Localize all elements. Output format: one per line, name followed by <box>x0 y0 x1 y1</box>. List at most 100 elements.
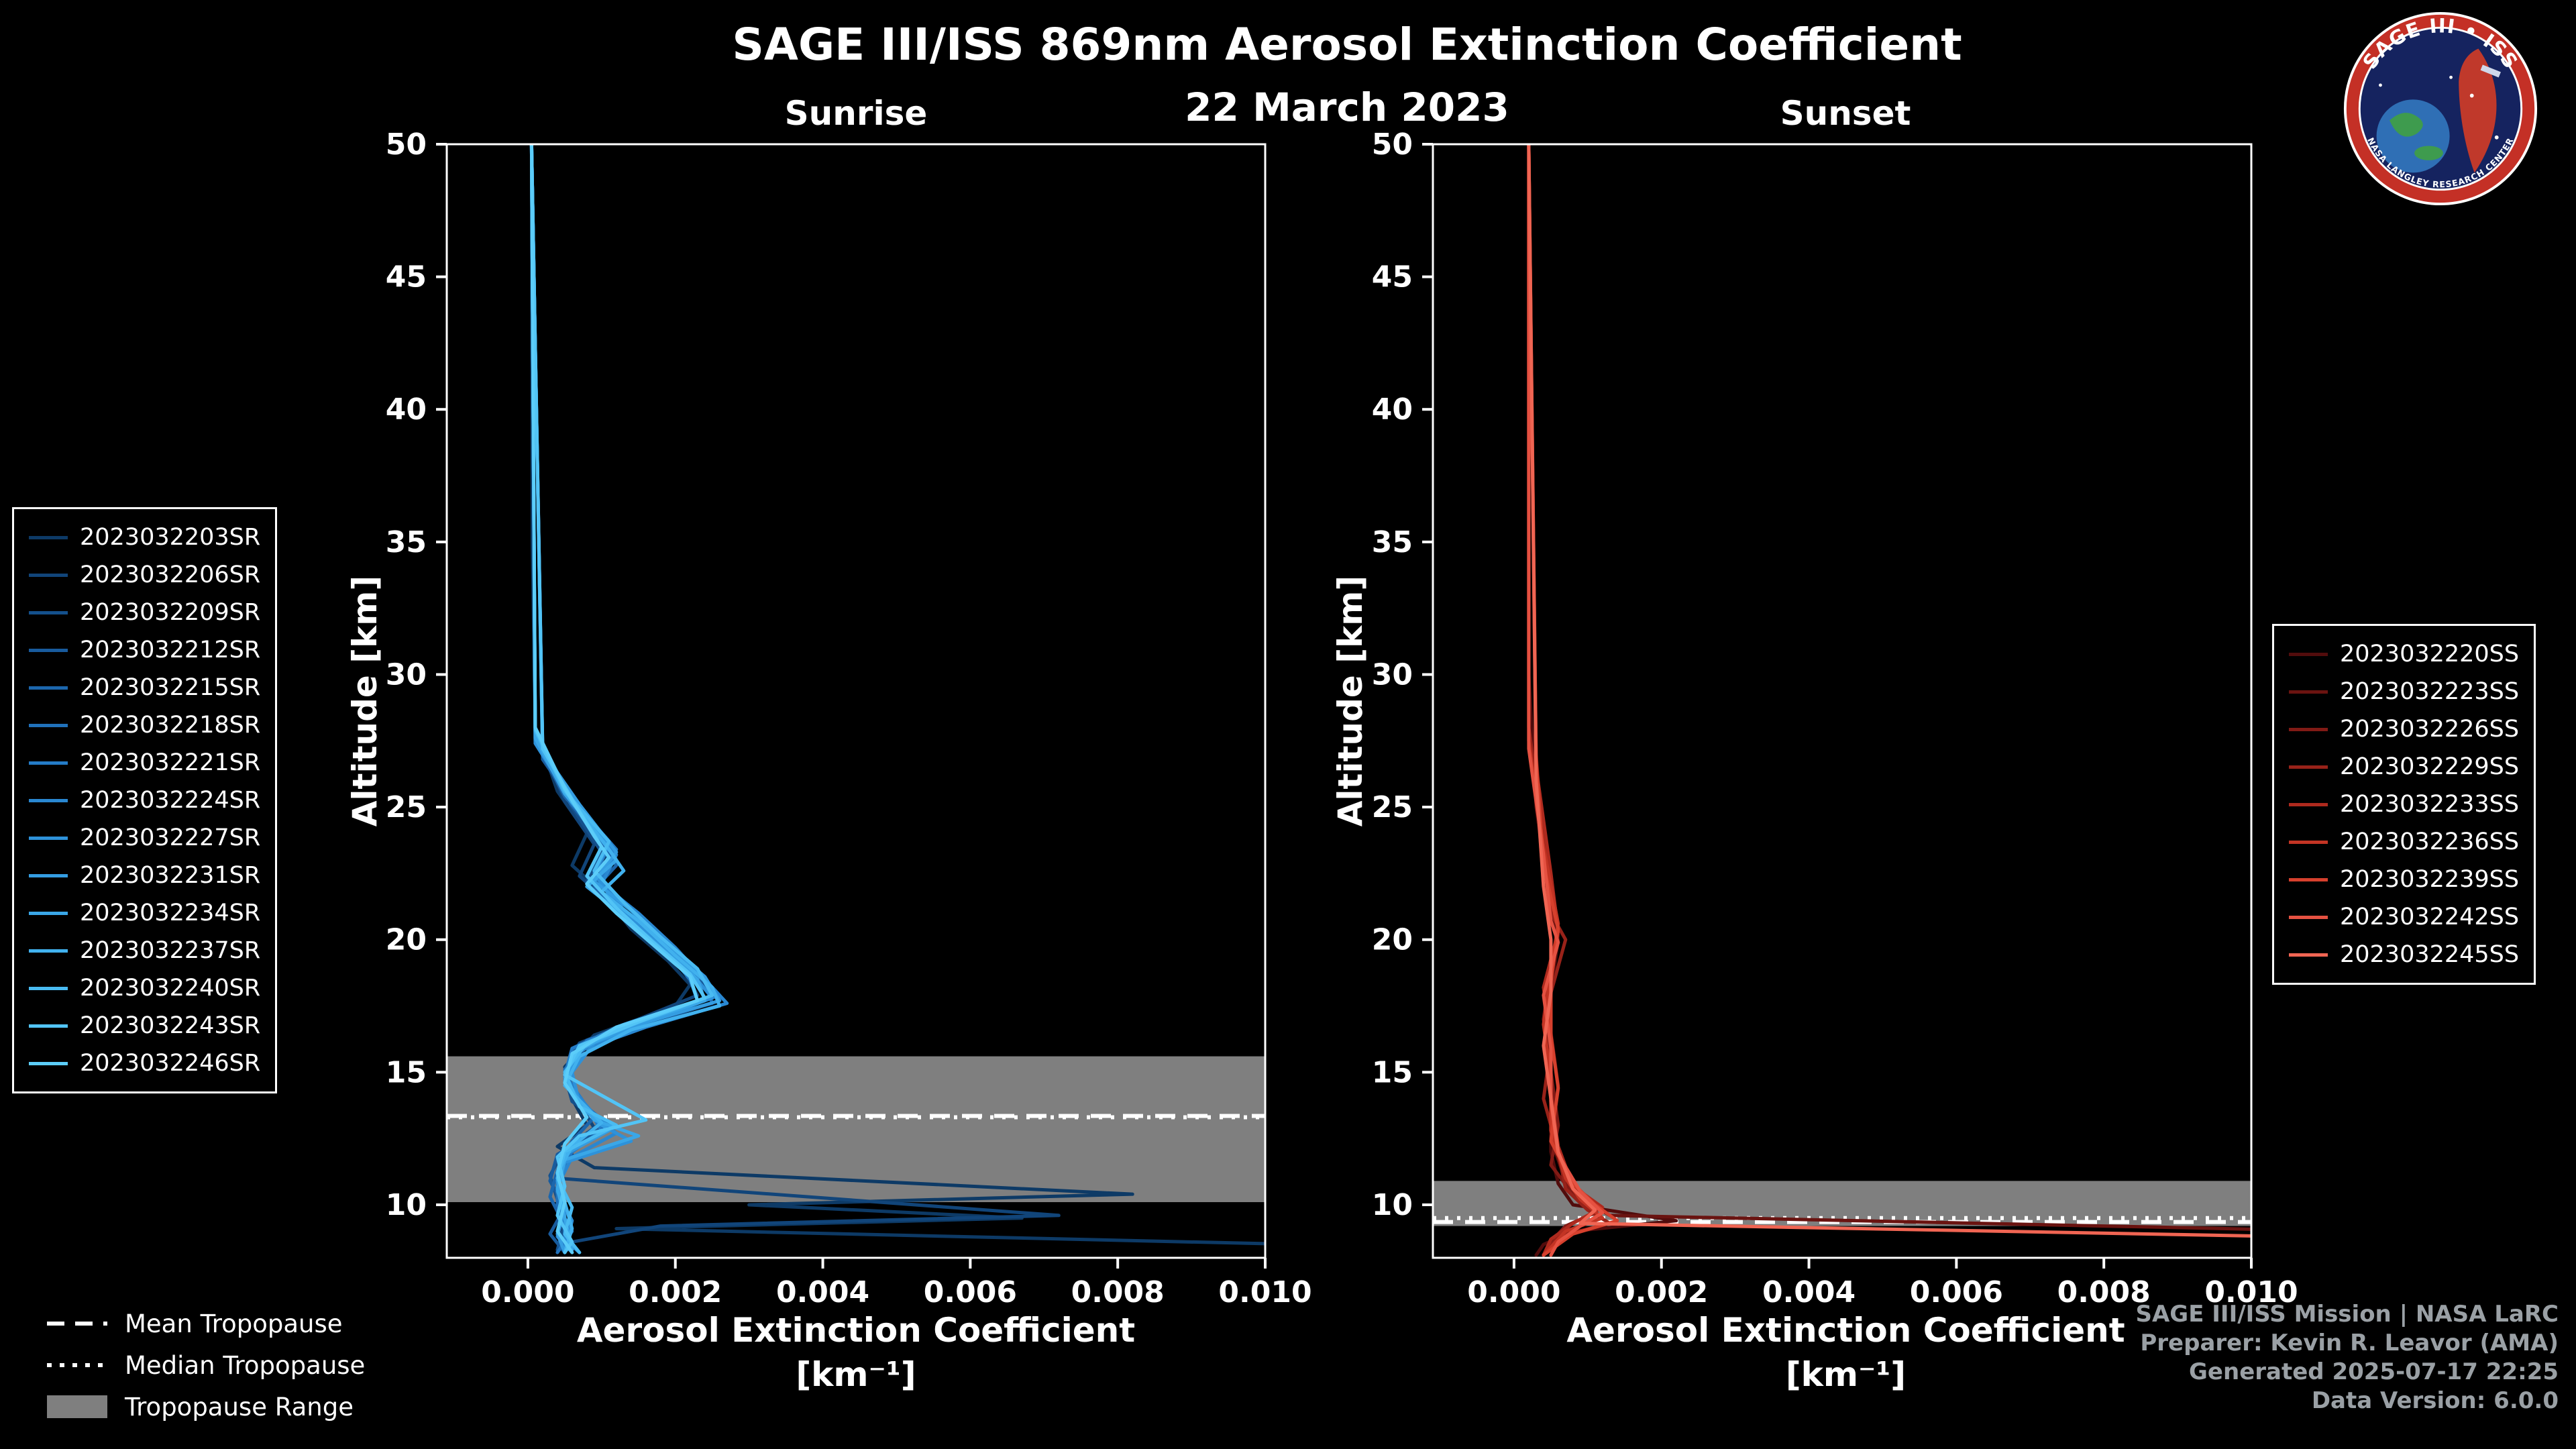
legend-item-2023032242SS: 2023032242SS <box>2289 898 2519 936</box>
data-version: Data Version: 6.0.0 <box>2311 1387 2559 1414</box>
legend-label: 2023032203SR <box>80 524 261 551</box>
sunset-x-axis-units: [km⁻¹] <box>1785 1355 1907 1394</box>
legend-line-swatch <box>29 535 68 539</box>
legend-line-swatch <box>29 986 68 990</box>
x-tick-label: 0.000 <box>1467 1275 1560 1309</box>
gray-patch-swatch <box>47 1395 107 1418</box>
profile-line-2023032223SS <box>1527 144 2251 1231</box>
y-tick-label: 25 <box>386 790 427 824</box>
x-tick-label: 0.004 <box>776 1275 869 1309</box>
y-tick-label: 20 <box>1372 923 1413 957</box>
legend-line-swatch <box>29 573 68 577</box>
x-tick-label: 0.006 <box>1910 1275 2003 1309</box>
legend-item-2023032218SR: 2023032218SR <box>29 706 260 744</box>
panel-title-sunrise: Sunrise <box>784 94 928 133</box>
sunset-x-axis-label-text: Aerosol Extinction Coefficient <box>1566 1311 2125 1350</box>
legend-label: 2023032226SS <box>2340 716 2520 743</box>
legend-item-2023032209SR: 2023032209SR <box>29 594 260 631</box>
legend-line-swatch <box>2289 727 2328 731</box>
legend-item-2023032203SR: 2023032203SR <box>29 519 260 556</box>
legend-line-swatch <box>2289 802 2328 806</box>
legend-item-2023032223SS: 2023032223SS <box>2289 673 2519 710</box>
legend-line-swatch <box>2289 877 2328 881</box>
legend-line-swatch <box>29 723 68 727</box>
legend-item-2023032206SR: 2023032206SR <box>29 556 260 594</box>
sunset-legend: 2023032220SS 2023032223SS 2023032226SS 2023… <box>2272 624 2536 985</box>
legend-label: 2023032240SR <box>80 975 261 1002</box>
logo-earth-land-2 <box>2414 146 2443 160</box>
sunset-y-axis-label: Altitude [km] <box>1331 575 1370 827</box>
sunrise-y-axis-label: Altitude [km] <box>345 575 384 827</box>
profile-line-2023032226SS <box>1527 144 1597 1257</box>
legend-item-2023032215SR: 2023032215SR <box>29 669 260 706</box>
legend-line-swatch <box>29 1061 68 1065</box>
legend-line-swatch <box>29 911 68 915</box>
profile-line-2023032242SS <box>1527 144 1605 1257</box>
legend-item-2023032226SS: 2023032226SS <box>2289 710 2519 748</box>
logo-star <box>2494 135 2499 140</box>
mission-credit: SAGE III/ISS Mission | NASA LaRC <box>2135 1301 2559 1328</box>
legend-label: 2023032227SR <box>80 824 261 851</box>
legend-label: 2023032242SS <box>2340 904 2520 930</box>
credits-block: SAGE III/ISS Mission | NASA LaRC Prepare… <box>2136 1300 2559 1415</box>
legend-line-swatch <box>29 610 68 614</box>
legend-label: 2023032223SS <box>2340 678 2520 705</box>
x-tick-label: 0.004 <box>1762 1275 1856 1309</box>
legend-label: 2023032234SR <box>80 900 261 926</box>
legend-item-2023032246SR: 2023032246SR <box>29 1044 260 1082</box>
legend-item-2023032233SS: 2023032233SS <box>2289 786 2519 823</box>
legend-item-2023032221SR: 2023032221SR <box>29 744 260 782</box>
y-tick-label: 45 <box>386 260 427 294</box>
y-tick-label: 25 <box>1372 790 1413 824</box>
profile-line-2023032233SS <box>1527 144 1605 1257</box>
legend-label: 2023032209SR <box>80 599 261 626</box>
legend-label: 2023032224SR <box>80 787 261 814</box>
median-tropopause-label: Median Tropopause <box>125 1350 366 1380</box>
legend-label: 2023032220SS <box>2340 641 2520 667</box>
legend-line-swatch <box>2289 953 2328 957</box>
tropopause-legend: Mean Tropopause Median Tropopause Tropop… <box>47 1303 365 1428</box>
legend-label: 2023032243SR <box>80 1012 261 1039</box>
legend-line-swatch <box>29 761 68 765</box>
profile-line-2023032229SS <box>1527 144 1612 1257</box>
dashed-line-swatch <box>47 1322 107 1326</box>
sunrise-x-axis-units: [km⁻¹] <box>796 1355 916 1394</box>
y-tick-label: 30 <box>386 657 427 692</box>
tropopause-range-label: Tropopause Range <box>125 1392 354 1421</box>
legend-label: 2023032229SS <box>2340 753 2520 780</box>
y-tick-label: 10 <box>386 1188 427 1222</box>
logo-earth-land <box>2390 113 2423 137</box>
x-tick-label: 0.010 <box>1218 1275 1311 1309</box>
sunrise-x-axis-label: Aerosol Extinction Coefficient [km⁻¹] <box>447 1308 1265 1397</box>
legend-line-swatch <box>29 836 68 840</box>
profile-line-2023032236SS <box>1527 144 1605 1257</box>
legend-label: 2023032245SS <box>2340 941 2520 968</box>
sunset-plot: 10 15 20 25 30 35 40 45 50 0.000 0.002 0.004 0.006 0.… <box>1372 127 2298 1309</box>
legend-label: 2023032237SR <box>80 937 261 964</box>
dotted-line-swatch <box>47 1363 107 1367</box>
legend-item-2023032239SS: 2023032239SS <box>2289 861 2519 898</box>
y-tick-label: 10 <box>1372 1188 1413 1222</box>
legend-item-2023032237SR: 2023032237SR <box>29 932 260 969</box>
panel-title-sunset: Sunset <box>1780 94 1911 133</box>
legend-label: 2023032231SR <box>80 862 261 889</box>
logo-star <box>2379 83 2382 87</box>
legend-item-2023032224SR: 2023032224SR <box>29 782 260 819</box>
x-tick-label: 0.010 <box>2204 1275 2298 1309</box>
preparer-credit: Preparer: Kevin R. Leavor (AMA) <box>2140 1330 2559 1356</box>
sunrise-x-axis-label-text: Aerosol Extinction Coefficient <box>576 1311 1136 1350</box>
legend-label: 2023032221SR <box>80 749 261 776</box>
legend-label: 2023032239SS <box>2340 866 2520 893</box>
sunset-x-axis-label: Aerosol Extinction Coefficient [km⁻¹] <box>1433 1308 2259 1397</box>
y-tick-label: 50 <box>386 127 427 162</box>
legend-label: 2023032218SR <box>80 712 261 739</box>
median-tropopause-legend-item: Median Tropopause <box>47 1344 365 1386</box>
legend-label: 2023032212SR <box>80 637 261 663</box>
legend-item-2023032220SS: 2023032220SS <box>2289 635 2519 673</box>
x-tick-label: 0.008 <box>2057 1275 2151 1309</box>
legend-label: 2023032236SS <box>2340 828 2520 855</box>
mean-tropopause-legend-item: Mean Tropopause <box>47 1303 365 1344</box>
legend-label: 2023032206SR <box>80 561 261 588</box>
legend-item-2023032240SR: 2023032240SR <box>29 969 260 1007</box>
logo-iss-satellite <box>2480 64 2501 78</box>
